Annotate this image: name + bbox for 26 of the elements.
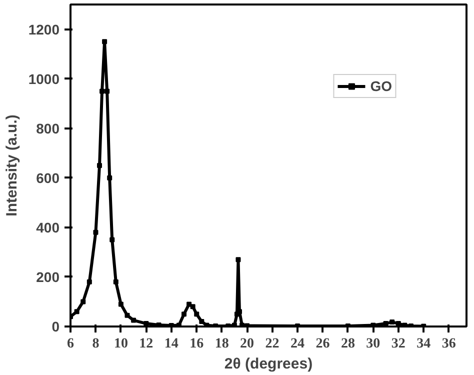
x-tick-label: 36 [442, 336, 456, 352]
x-tick-label: 34 [416, 336, 431, 352]
x-tick-label: 14 [164, 336, 178, 352]
x-tick-label: 12 [139, 336, 154, 352]
y-tick-label: 1000 [28, 70, 60, 87]
x-axis-title: 2θ (degrees) [224, 356, 313, 372]
y-tick-label: 1200 [28, 21, 60, 38]
x-tick-label: 32 [391, 336, 406, 352]
x-tick-label: 24 [290, 336, 305, 352]
x-tick-label: 6 [67, 336, 74, 352]
y-tick-label: 0 [52, 318, 60, 334]
x-tick-label: 16 [190, 336, 204, 352]
y-tick-label: 800 [36, 120, 60, 136]
x-tick-label: 26 [316, 336, 330, 352]
x-tick-label: 18 [214, 336, 229, 352]
y-tick-label: 400 [36, 219, 60, 236]
y-axis-title: Intensity (a.u.) [3, 114, 20, 216]
x-tick-label: 8 [92, 336, 100, 352]
x-tick-label: 22 [265, 336, 280, 352]
x-tick-label: 28 [340, 336, 355, 352]
x-tick-label: 20 [240, 336, 254, 352]
y-tick-label: 600 [36, 170, 60, 186]
legend-label: GO [370, 78, 392, 94]
x-tick-label: 30 [366, 336, 380, 352]
x-tick-label: 10 [114, 336, 128, 352]
y-tick-label: 200 [36, 268, 60, 285]
